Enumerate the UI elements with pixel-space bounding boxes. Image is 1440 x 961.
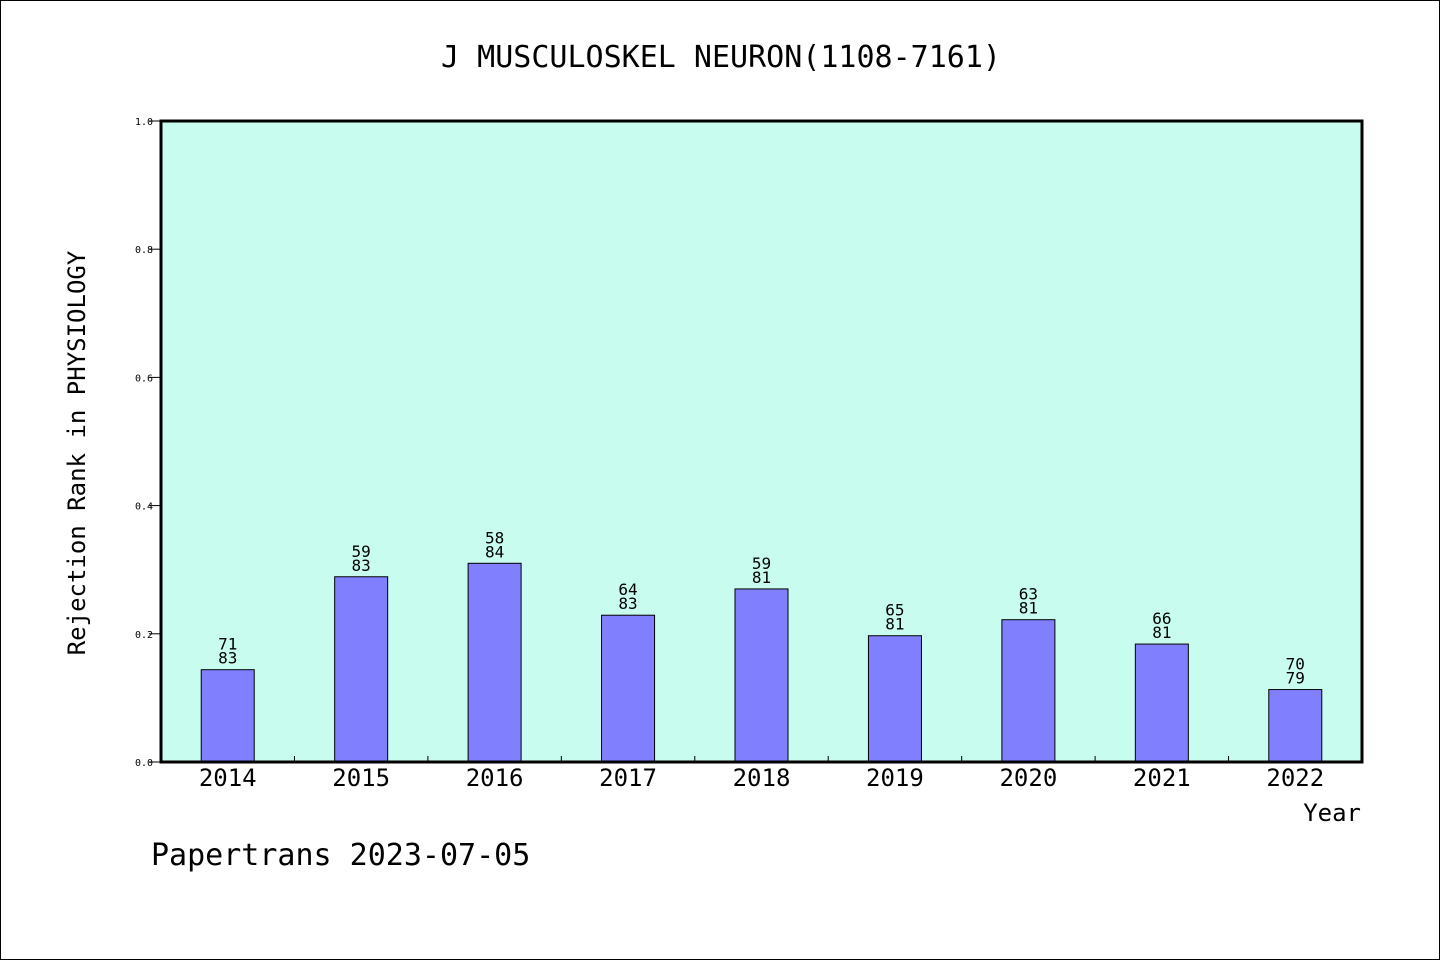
bar-label-top-2019: 65: [885, 601, 904, 620]
y-tick-label: 0.0: [135, 758, 153, 769]
y-tick-label: 1.0: [135, 117, 153, 128]
x-axis-label: Year: [1303, 799, 1361, 827]
bar-label-bottom-2020: 81: [1019, 599, 1038, 618]
bar-2017: [601, 614, 656, 763]
bar-label-bottom-2015: 83: [352, 556, 371, 575]
bar-2020: [1001, 619, 1056, 763]
bar-label-top-2018: 59: [752, 554, 771, 573]
x-tick-label-2019: 2019: [866, 764, 924, 792]
bar-label-top-2021: 66: [1152, 609, 1171, 628]
bar-label-bottom-2021: 81: [1152, 623, 1171, 642]
bar-2016: [467, 562, 522, 763]
bar-label-top-2015: 59: [352, 542, 371, 561]
x-tick-label-2016: 2016: [466, 764, 524, 792]
x-tick-label-2014: 2014: [199, 764, 257, 792]
bar-label-top-2014: 71: [218, 635, 237, 654]
y-axis-label: Rejection Rank in PHYSIOLOGY: [63, 250, 91, 655]
y-tick-label: 0.8: [135, 245, 153, 256]
bar-2014: [200, 669, 255, 763]
x-tick-label-2022: 2022: [1266, 764, 1324, 792]
bar-label-top-2022: 70: [1286, 655, 1305, 674]
plot-border: [159, 119, 1364, 764]
bar-2022: [1268, 689, 1323, 763]
x-tick-label-2015: 2015: [332, 764, 390, 792]
bar-label-top-2016: 58: [485, 528, 504, 547]
y-tick-label: 0.2: [135, 630, 153, 641]
chart-title: J MUSCULOSKEL NEURON(1108-7161): [441, 40, 1001, 75]
bar-label-bottom-2016: 84: [485, 542, 504, 561]
bar-2018: [734, 588, 789, 763]
footer-credit: Papertrans 2023-07-05: [151, 838, 530, 873]
bar-label-top-2020: 63: [1019, 585, 1038, 604]
bar-2021: [1134, 643, 1189, 763]
x-tick-label-2021: 2021: [1133, 764, 1191, 792]
bar-2019: [867, 635, 922, 763]
bar-label-top-2017: 64: [618, 580, 637, 599]
x-tick-label-2017: 2017: [599, 764, 657, 792]
bar-2015: [334, 576, 389, 763]
y-tick-label: 0.4: [135, 502, 153, 513]
bar-label-bottom-2018: 81: [752, 568, 771, 587]
x-tick-label-2020: 2020: [999, 764, 1057, 792]
bar-label-bottom-2019: 81: [885, 615, 904, 634]
bar-label-bottom-2014: 83: [218, 649, 237, 668]
x-tick-label-2018: 2018: [733, 764, 791, 792]
bar-label-bottom-2022: 79: [1286, 669, 1305, 688]
bar-label-bottom-2017: 83: [618, 594, 637, 613]
y-tick-label: 0.6: [135, 373, 153, 384]
